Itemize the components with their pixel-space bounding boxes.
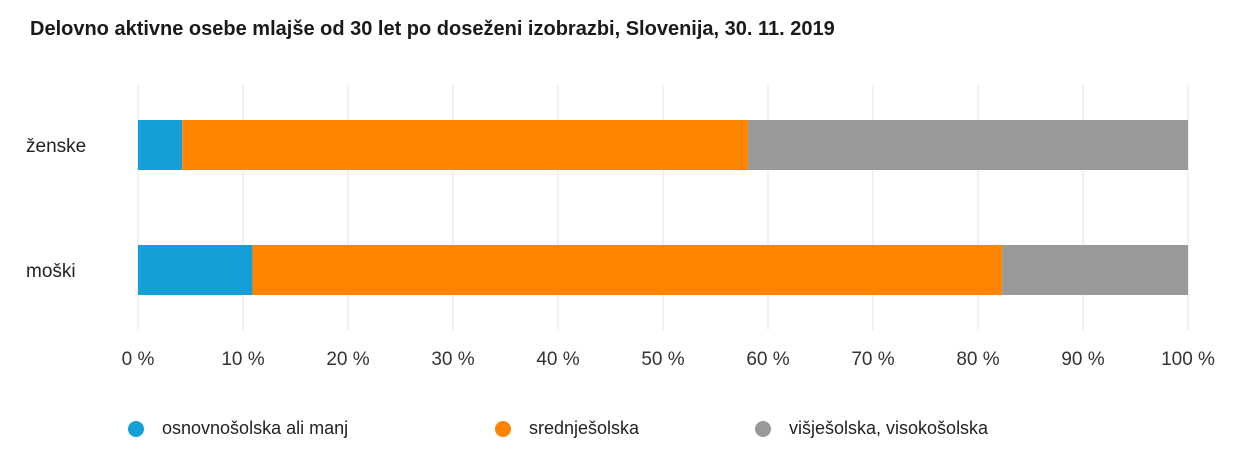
- category-label: ženske: [26, 136, 86, 157]
- legend-label: srednješolska: [529, 418, 640, 438]
- legend-marker: [128, 420, 144, 437]
- legend-label: višješolska, visokošolska: [789, 418, 989, 438]
- x-tick-label: 40 %: [536, 349, 579, 370]
- chart-title: Delovno aktivne osebe mlajše od 30 let p…: [30, 18, 835, 40]
- x-tick-label: 0 %: [122, 349, 155, 370]
- x-tick-label: 80 %: [956, 349, 999, 370]
- bar-segment: [1002, 245, 1188, 295]
- x-tick-label: 20 %: [326, 349, 369, 370]
- bar-segment: [182, 120, 749, 170]
- legend: osnovnošolska ali manj srednješolska viš…: [0, 418, 1248, 448]
- x-tick-label: 70 %: [851, 349, 894, 370]
- x-tick-label: 60 %: [746, 349, 789, 370]
- x-tick-label: 50 %: [641, 349, 684, 370]
- x-tick-label: 10 %: [221, 349, 264, 370]
- x-tick-label: 100 %: [1161, 349, 1215, 370]
- category-label: moški: [26, 261, 76, 282]
- x-tick-label: 90 %: [1061, 349, 1104, 370]
- legend-item-0[interactable]: osnovnošolska ali manj: [128, 418, 348, 439]
- bar-segment: [138, 245, 253, 295]
- chart-plot: ženske moški 0 % 10 % 20 % 30 % 40 % 50 % 60 % 70…: [26, 85, 1215, 370]
- legend-item-1[interactable]: srednješolska: [495, 418, 639, 439]
- legend-marker: [755, 420, 771, 437]
- bar-segment: [748, 120, 1188, 170]
- bar-segment: [138, 120, 183, 170]
- bar-segment: [252, 245, 1003, 295]
- legend-item-2[interactable]: višješolska, visokošolska: [755, 418, 988, 439]
- legend-label: osnovnošolska ali manj: [162, 418, 349, 438]
- x-tick-label: 30 %: [431, 349, 474, 370]
- legend-marker: [495, 420, 511, 437]
